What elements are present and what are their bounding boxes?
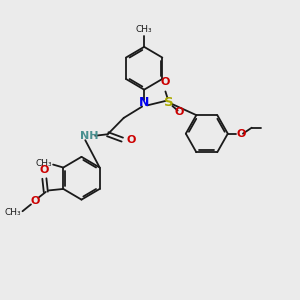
Text: CH₃: CH₃ [136, 26, 152, 34]
Text: S: S [164, 96, 174, 109]
Text: O: O [30, 196, 39, 206]
Text: O: O [161, 77, 170, 87]
Text: NH: NH [80, 131, 98, 141]
Text: CH₃: CH₃ [4, 208, 21, 217]
Text: N: N [139, 96, 149, 109]
Text: O: O [174, 107, 184, 117]
Text: O: O [236, 129, 246, 139]
Text: CH₃: CH₃ [35, 159, 52, 168]
Text: O: O [40, 165, 49, 175]
Text: O: O [127, 135, 136, 145]
